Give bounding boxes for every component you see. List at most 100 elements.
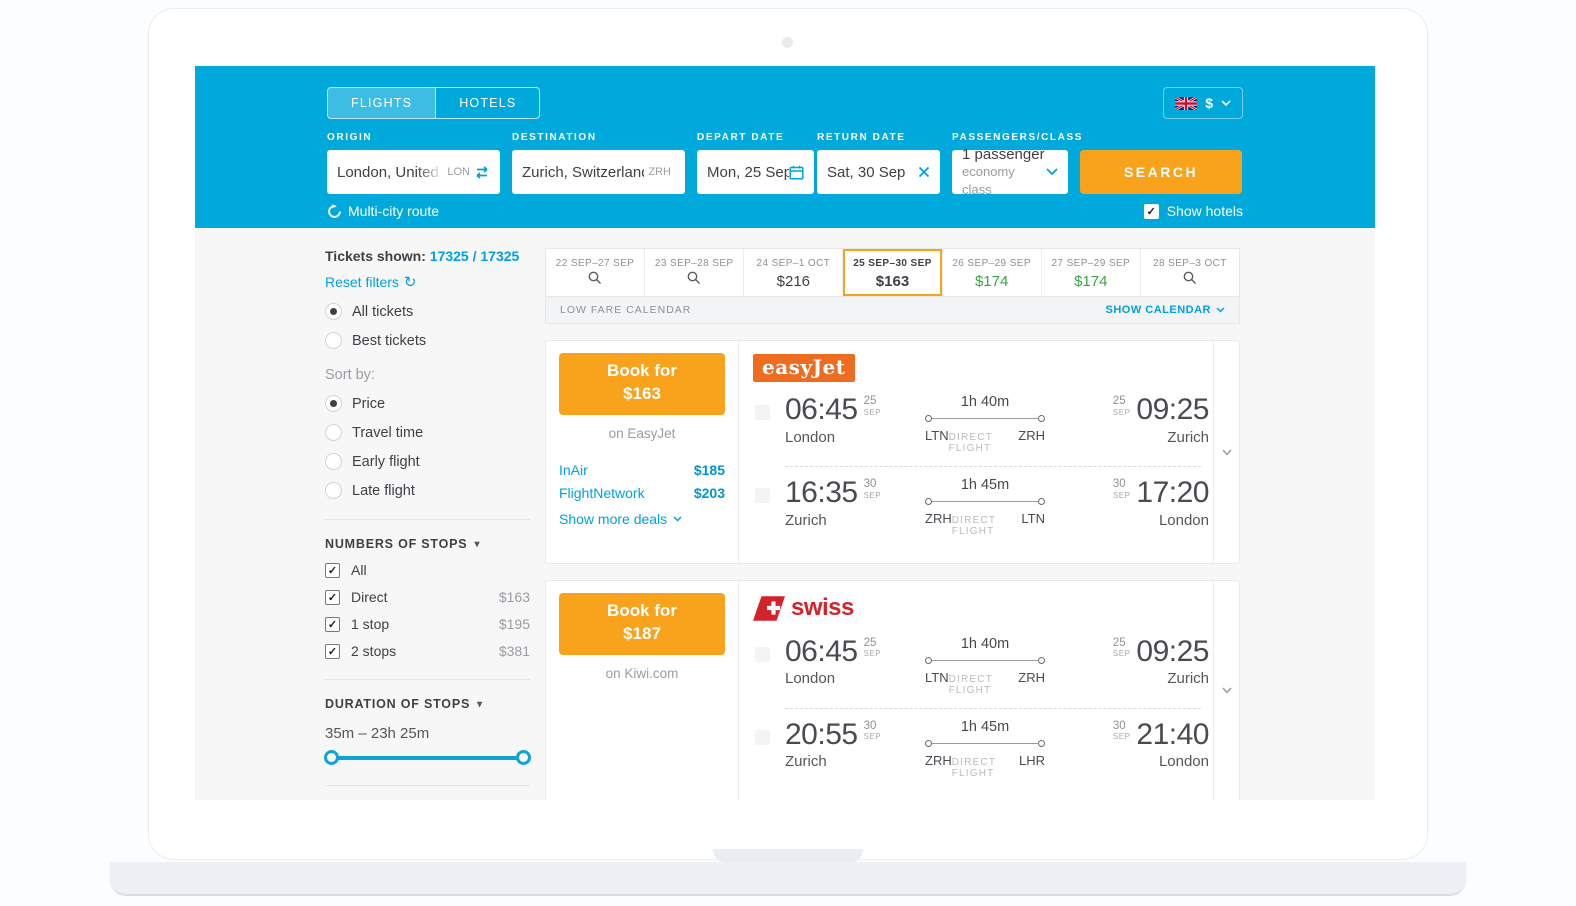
- depart-date-field[interactable]: Mon, 25 Sep: [697, 150, 814, 194]
- slider-handle-max[interactable]: [516, 750, 531, 765]
- tab-flights[interactable]: FLIGHTS: [328, 88, 436, 118]
- refresh-icon: ↻: [403, 274, 417, 291]
- show-hotels-checkbox[interactable]: ✓: [1143, 203, 1159, 219]
- date-tab-0[interactable]: 22 SEP–27 SEP: [546, 249, 646, 296]
- swap-route-icon[interactable]: [474, 165, 490, 179]
- leg-select-checkbox[interactable]: [755, 405, 770, 420]
- leg-select-checkbox[interactable]: [755, 729, 770, 745]
- origin-airport-code: LON: [447, 166, 470, 178]
- date-tab-1[interactable]: 23 SEP–28 SEP: [645, 249, 745, 296]
- radio-sort-price[interactable]: Price: [325, 395, 530, 412]
- return-date-field[interactable]: Sat, 30 Sep: [817, 150, 940, 194]
- tickets-shown-value[interactable]: 17325 / 17325: [429, 248, 520, 264]
- show-more-deals-label: Show more deals: [559, 510, 668, 527]
- clear-return-icon[interactable]: [918, 166, 930, 178]
- checkbox-stops-all[interactable]: ✓ All: [325, 562, 530, 578]
- date-range: 27 SEP–29 SEP: [1051, 258, 1131, 269]
- radio-icon: [325, 482, 342, 499]
- arrival-month: SEP: [1112, 407, 1131, 417]
- date-range: 28 SEP–3 OCT: [1153, 258, 1227, 269]
- deal-link-flightnetwork[interactable]: FlightNetwork $203: [559, 485, 725, 501]
- departure-city: London: [785, 670, 836, 687]
- book-price: $163: [623, 383, 661, 403]
- radio-icon: [325, 303, 342, 320]
- checkbox-label: All: [351, 562, 367, 578]
- duration-title: DURATION OF STOPS: [325, 697, 471, 711]
- flight-duration: 1h 40m: [960, 635, 1010, 652]
- origin-field[interactable]: London, United Kin LON: [327, 150, 500, 194]
- search-button[interactable]: SEARCH: [1080, 150, 1242, 194]
- radio-all-tickets[interactable]: All tickets: [325, 303, 530, 320]
- date-range: 23 SEP–28 SEP: [654, 258, 734, 269]
- date-range: 25 SEP–30 SEP: [853, 258, 932, 269]
- departure-city: London: [785, 428, 836, 446]
- passengers-label: PASSENGERS/CLASS: [952, 132, 1083, 143]
- destination-airport-code: ZRH: [648, 166, 671, 178]
- departure-month: SEP: [863, 407, 882, 417]
- arrival-city: Zurich: [1167, 428, 1209, 446]
- itinerary-panel: easyJet 06:45 25 SEP London: [739, 341, 1213, 563]
- tab-hotels[interactable]: HOTELS: [435, 88, 539, 118]
- radio-icon: [325, 395, 342, 412]
- slider-track[interactable]: [325, 756, 530, 760]
- date-tab-4[interactable]: 26 SEP–29 SEP $174: [943, 249, 1042, 296]
- arrival-city: Zurich: [1167, 670, 1209, 687]
- low-fare-calendar-label: LOW FARE CALENDAR: [560, 304, 692, 316]
- cabin-class-value: economy class: [962, 164, 1015, 197]
- passengers-field[interactable]: 1 passenger economy class: [952, 146, 1068, 197]
- date-tab-6[interactable]: 28 SEP–3 OCT: [1141, 249, 1239, 296]
- departure-day: 30: [863, 478, 877, 490]
- radio-best-tickets[interactable]: Best tickets: [325, 332, 530, 349]
- stops-section-header[interactable]: NUMBERS OF STOPS ▾: [325, 537, 530, 551]
- show-more-deals-link[interactable]: Show more deals: [559, 511, 725, 527]
- book-button[interactable]: Book for $163: [559, 353, 725, 415]
- currency-selector[interactable]: $: [1163, 87, 1243, 119]
- departure-time: 16:35: [785, 476, 858, 509]
- chevron-down-icon: [1221, 100, 1231, 106]
- checkbox-stops-direct[interactable]: ✓ Direct $163: [325, 589, 530, 605]
- calendar-icon[interactable]: [789, 165, 804, 180]
- date-tab-2[interactable]: 24 SEP–1 OCT $216: [744, 249, 844, 296]
- flight-search-app: FLIGHTS HOTELS $: [195, 66, 1375, 800]
- provider-label: on EasyJet: [608, 425, 676, 441]
- show-calendar-link[interactable]: SHOW CALENDAR: [1106, 304, 1226, 316]
- duration-section-header[interactable]: DURATION OF STOPS ▾: [325, 697, 530, 711]
- departure-city: Zurich: [785, 753, 827, 770]
- checkbox-stops-1stop[interactable]: ✓ 1 stop $195: [325, 616, 530, 632]
- laptop-base-notch: [713, 849, 863, 863]
- radio-label: Best tickets: [352, 332, 427, 349]
- uk-flag-icon: [1175, 96, 1198, 110]
- date-price: $163: [875, 273, 910, 290]
- destination-field[interactable]: Zurich, Switzerland ZRH: [512, 150, 685, 194]
- book-button[interactable]: Book for $187: [559, 593, 725, 655]
- expand-result-button[interactable]: [1213, 581, 1239, 800]
- radio-sort-travel-time[interactable]: Travel time: [325, 424, 530, 441]
- leg-select-checkbox[interactable]: [755, 646, 770, 662]
- deal-price: $203: [693, 484, 725, 501]
- slider-handle-min[interactable]: [324, 750, 339, 765]
- from-airport-code: ZRH: [925, 752, 952, 768]
- radio-sort-late-flight[interactable]: Late flight: [325, 482, 530, 499]
- date-tab-5[interactable]: 27 SEP–29 SEP $174: [1042, 249, 1141, 296]
- leg-select-checkbox[interactable]: [755, 488, 770, 503]
- expand-result-button[interactable]: [1213, 341, 1239, 563]
- date-tab-3-selected[interactable]: 25 SEP–30 SEP $163: [843, 249, 943, 296]
- checkbox-icon: ✓: [325, 589, 340, 605]
- checkbox-stops-2stops[interactable]: ✓ 2 stops $381: [325, 643, 530, 659]
- multi-city-route-link[interactable]: Multi-city route: [327, 203, 439, 219]
- reset-filters-link[interactable]: Reset filters ↻: [325, 273, 530, 291]
- show-calendar-label: SHOW CALENDAR: [1105, 304, 1211, 316]
- stop-price: $163: [498, 589, 530, 605]
- show-hotels-toggle[interactable]: ✓ Show hotels: [1143, 203, 1243, 219]
- checkbox-icon: ✓: [325, 616, 340, 632]
- deal-link-inair[interactable]: InAir $185: [559, 462, 725, 478]
- arrival-month: SEP: [1112, 732, 1131, 741]
- date-range: 22 SEP–27 SEP: [555, 258, 635, 269]
- flight-leg-return: 16:35 30 SEP Zurich 1h 45m ZRH DIR: [753, 477, 1209, 537]
- to-airport-code: ZRH: [1018, 428, 1045, 443]
- laptop-camera: [782, 37, 793, 48]
- multi-city-label: Multi-city route: [348, 203, 440, 219]
- duration-slider[interactable]: [324, 750, 531, 765]
- radio-sort-early-flight[interactable]: Early flight: [325, 453, 530, 470]
- date-range: 26 SEP–29 SEP: [952, 258, 1031, 269]
